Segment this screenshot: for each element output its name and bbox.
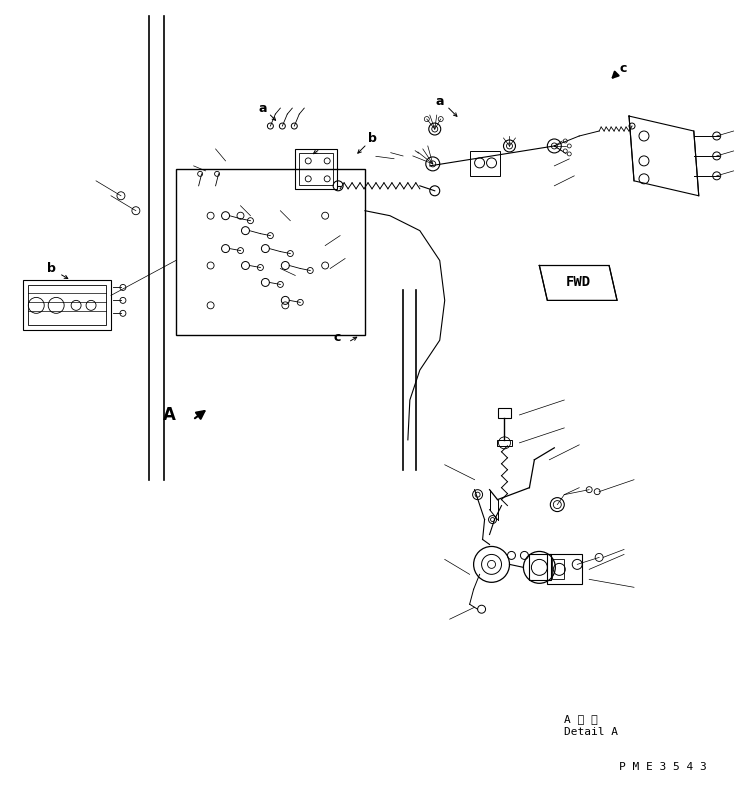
Bar — [299, 153, 333, 185]
Bar — [496, 440, 513, 446]
Text: A: A — [162, 406, 176, 424]
Bar — [28, 285, 106, 325]
Bar — [470, 151, 499, 176]
Text: a: a — [436, 95, 444, 107]
Text: a: a — [258, 102, 266, 115]
Bar — [498, 408, 511, 418]
Bar — [23, 280, 111, 330]
Text: c: c — [334, 331, 341, 344]
Text: A 詳 細: A 詳 細 — [564, 714, 598, 724]
Text: P M E 3 5 4 3: P M E 3 5 4 3 — [619, 762, 707, 771]
Text: b: b — [367, 132, 376, 146]
Text: c: c — [620, 62, 627, 74]
Bar — [552, 559, 564, 579]
Text: Detail A: Detail A — [564, 727, 618, 737]
Bar — [548, 554, 582, 584]
Bar — [295, 149, 337, 189]
Bar — [176, 169, 365, 336]
Bar — [529, 554, 551, 580]
Text: FWD: FWD — [565, 276, 591, 289]
Text: b: b — [47, 262, 56, 275]
